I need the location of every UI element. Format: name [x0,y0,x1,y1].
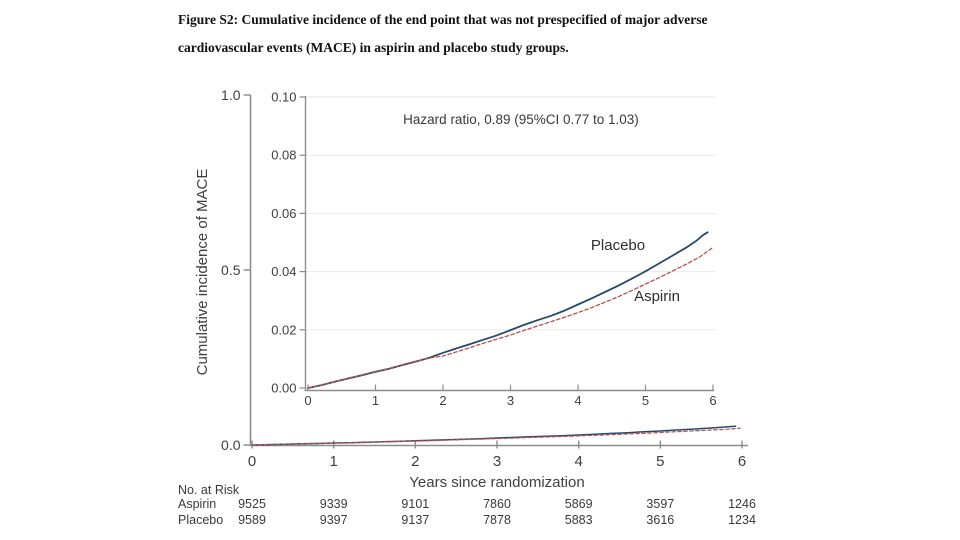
inset-plot-curves [307,231,713,389]
inset-y-tick-label: 0.02 [271,322,296,337]
inset-x-tick-label: 3 [507,393,514,408]
outer-x-tick-label: 5 [656,453,664,470]
outer-plot-curves [251,425,742,446]
outer-x-tick-label: 3 [493,453,501,470]
risk-row-label-aspirin: Aspirin [178,497,217,511]
inset-x-tick-label: 6 [709,393,716,408]
risk-value: 7878 [483,513,511,527]
risk-value: 1246 [728,497,756,511]
outer-x-tick-label: 1 [329,453,337,470]
inset-y-tick-label: 0.04 [271,264,296,279]
risk-value: 9589 [238,513,266,527]
inset-x-tick-label: 1 [372,393,379,408]
aspirin-curve-outer [251,427,742,446]
figure-caption: Figure S2: Cumulative incidence of the e… [178,6,778,62]
x-axis-title: Years since randomization [409,474,584,491]
inset-x-tick-label: 0 [304,393,311,408]
outer-y-tick-label: 1.0 [221,87,241,103]
inset-axes: 0.00 0.02 0.04 0.06 0.08 0.10 0 1 2 3 4 5 6 [271,90,716,409]
inset-x-tick-label: 4 [574,393,581,408]
inset-x-tick-label: 2 [439,393,446,408]
risk-table-header: No. at Risk [178,483,240,497]
y-axis-title: Cumulative incidence of MACE [194,169,211,376]
figure-caption-line1: Figure S2: Cumulative incidence of the e… [178,12,708,27]
risk-value: 5883 [564,513,593,527]
risk-value: 3616 [646,513,675,527]
risk-value: 9137 [401,513,430,527]
risk-value: 5869 [564,497,593,511]
outer-x-tick-label: 0 [248,453,256,470]
hazard-ratio-annotation: Hazard ratio, 0.89 (95%CI 0.77 to 1.03) [403,112,639,127]
risk-value: 9525 [238,497,266,511]
outer-axes: 0.0 0.5 1.0 0 1 2 3 4 5 6 [221,87,748,470]
aspirin-curve-label: Aspirin [634,288,680,305]
outer-x-tick-label: 6 [738,453,746,470]
inset-x-tick-label: 5 [642,393,649,408]
figure-caption-line2: cardiovascular events (MACE) in aspirin … [178,40,569,55]
inset-y-tick-label: 0.00 [271,381,296,396]
outer-x-tick-label: 2 [411,453,419,470]
risk-value: 3597 [646,497,675,511]
inset-y-tick-label: 0.10 [271,90,296,105]
inset-y-tick-label: 0.08 [271,148,296,163]
placebo-curve-label: Placebo [591,237,645,254]
risk-value: 9101 [401,497,430,511]
risk-value: 9397 [319,513,348,527]
outer-y-tick-label: 0.0 [221,437,241,453]
outer-y-tick-label: 0.5 [221,262,241,278]
inset-y-tick-label: 0.06 [271,206,296,221]
risk-value: 7860 [483,497,511,511]
risk-value: 9339 [319,497,348,511]
outer-x-tick-label: 4 [574,453,582,470]
risk-value: 1234 [728,513,756,527]
aspirin-curve-inset [307,247,713,389]
risk-row-label-placebo: Placebo [178,513,224,527]
